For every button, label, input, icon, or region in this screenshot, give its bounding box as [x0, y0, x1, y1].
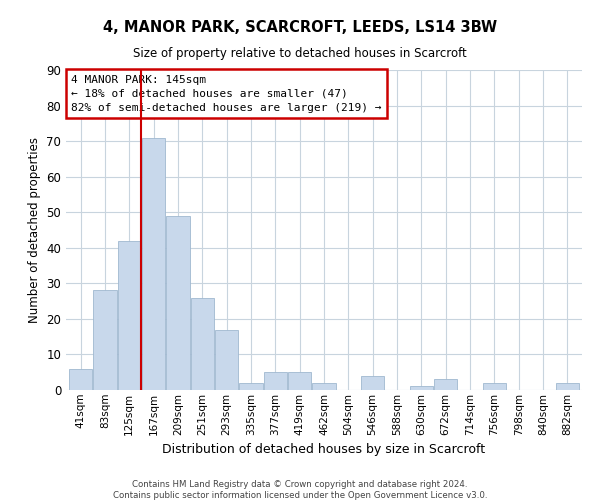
- Bar: [313, 383, 335, 390]
- Text: 4 MANOR PARK: 145sqm
← 18% of detached houses are smaller (47)
82% of semi-detac: 4 MANOR PARK: 145sqm ← 18% of detached h…: [71, 75, 382, 113]
- Text: Contains public sector information licensed under the Open Government Licence v3: Contains public sector information licen…: [113, 491, 487, 500]
- Bar: [142, 138, 165, 390]
- Bar: [69, 368, 92, 390]
- Bar: [118, 240, 141, 390]
- Text: Size of property relative to detached houses in Scarcroft: Size of property relative to detached ho…: [133, 48, 467, 60]
- Bar: [361, 376, 384, 390]
- Bar: [191, 298, 214, 390]
- Bar: [288, 372, 311, 390]
- Bar: [239, 383, 263, 390]
- Text: 4, MANOR PARK, SCARCROFT, LEEDS, LS14 3BW: 4, MANOR PARK, SCARCROFT, LEEDS, LS14 3B…: [103, 20, 497, 35]
- Bar: [410, 386, 433, 390]
- Bar: [94, 290, 116, 390]
- Bar: [434, 380, 457, 390]
- Bar: [166, 216, 190, 390]
- Bar: [483, 383, 506, 390]
- Bar: [215, 330, 238, 390]
- Y-axis label: Number of detached properties: Number of detached properties: [28, 137, 41, 323]
- Bar: [556, 383, 579, 390]
- Text: Contains HM Land Registry data © Crown copyright and database right 2024.: Contains HM Land Registry data © Crown c…: [132, 480, 468, 489]
- X-axis label: Distribution of detached houses by size in Scarcroft: Distribution of detached houses by size …: [163, 443, 485, 456]
- Bar: [264, 372, 287, 390]
